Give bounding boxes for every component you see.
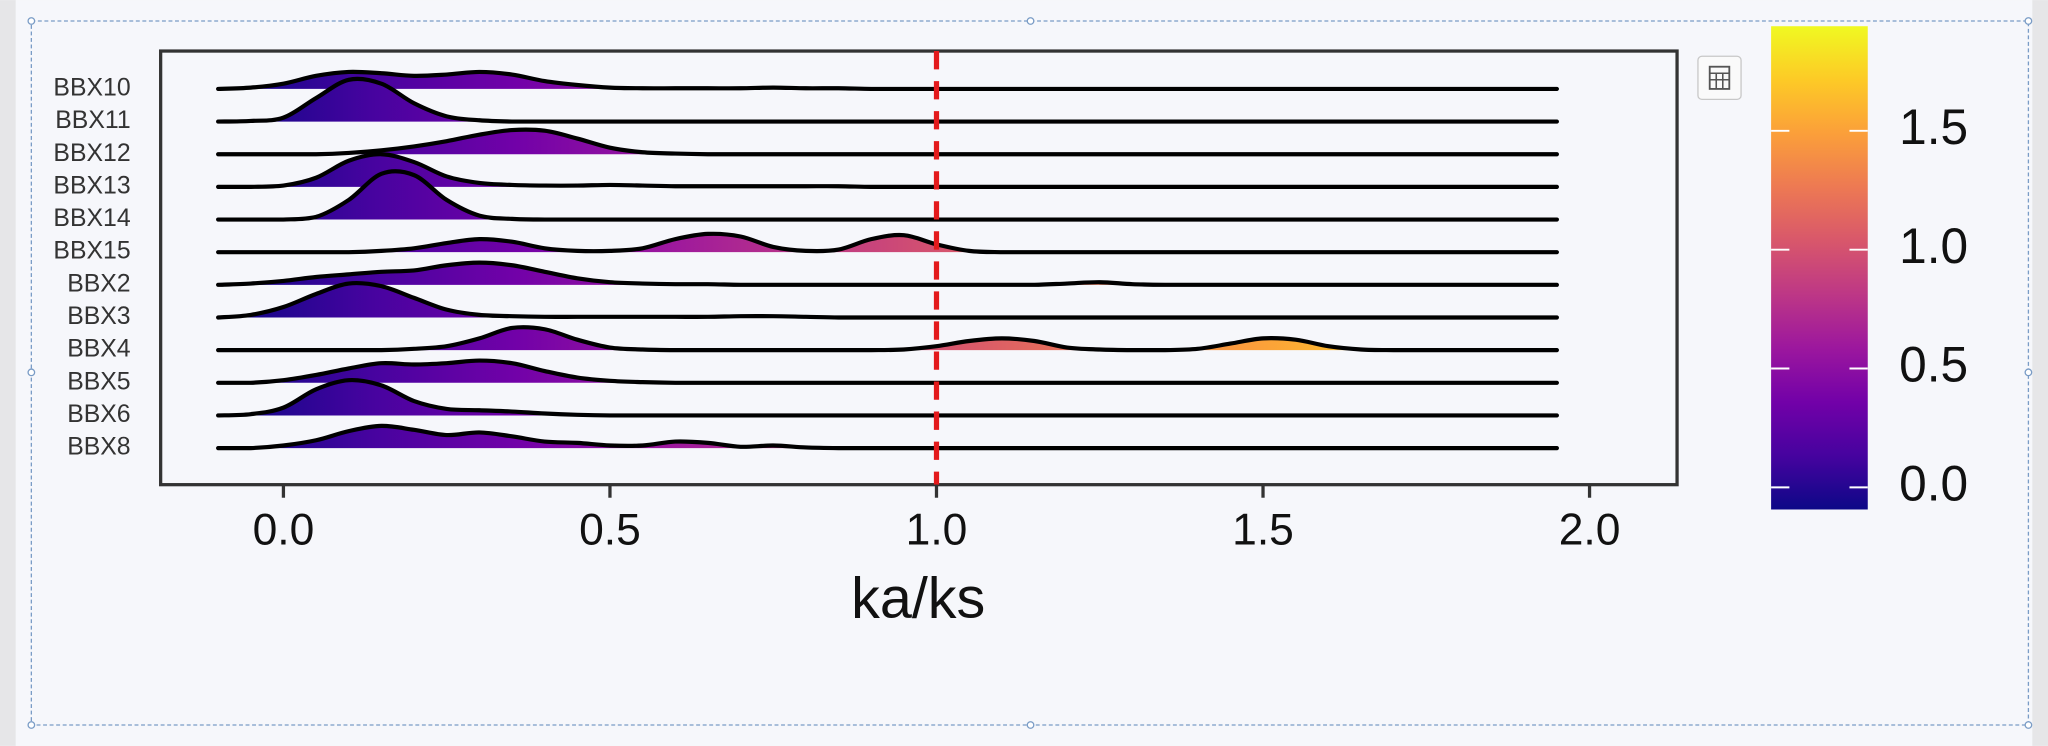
ridge-line [216, 325, 1559, 353]
ridge-line [216, 280, 1559, 320]
row-label: BBX10 [53, 74, 130, 101]
handle[interactable] [27, 17, 36, 25]
ridge-line [216, 231, 1559, 255]
handle[interactable] [2024, 721, 2033, 729]
handle[interactable] [2024, 368, 2033, 377]
handle[interactable] [1026, 17, 1035, 25]
right-panel-edge [2032, 0, 2048, 746]
ridge-area [218, 171, 1557, 220]
x-tick-label: 0.0 [253, 506, 315, 555]
colorbar-tick-label: 1.5 [1899, 99, 1968, 155]
ridge-line [216, 377, 1559, 418]
ridge-area [218, 283, 1557, 318]
handle[interactable] [27, 368, 36, 377]
ridges [216, 69, 1559, 451]
row-label: BBX15 [53, 238, 130, 265]
left-panel-edge [0, 0, 16, 746]
ridge-line [216, 69, 1559, 92]
ridge-line [216, 260, 1559, 287]
colorbar-tick-label: 0.5 [1899, 337, 1968, 393]
ridge-area [218, 154, 1557, 187]
x-tick-label: 1.0 [906, 506, 968, 555]
ridge-area [218, 71, 1557, 89]
row-label: BBX13 [53, 172, 130, 199]
x-tick-label: 2.0 [1559, 506, 1621, 555]
ridge-line [216, 423, 1559, 451]
handle[interactable] [27, 721, 36, 729]
row-label: BBX2 [67, 270, 130, 297]
ridge-area [218, 360, 1557, 383]
row-label: BBX5 [67, 368, 130, 395]
row-label: BBX8 [67, 434, 130, 461]
button-frame[interactable] [1697, 55, 1742, 101]
row-label: BBX6 [67, 401, 130, 428]
handle[interactable] [2024, 17, 2033, 25]
axes: BBX10 BBX11 BBX12 BBX13 BBX14 BBX15 BBX2 BBX3 BB… [53, 26, 1968, 555]
row-label: BBX11 [55, 107, 130, 134]
row-label: BBX12 [53, 140, 130, 167]
ridge-line [216, 358, 1559, 385]
ridge-line [216, 127, 1559, 157]
colorbar-tick-label: 1.0 [1899, 218, 1968, 274]
ridge-area [218, 233, 1557, 253]
x-tick-label: 1.5 [1232, 506, 1294, 555]
ridge-area [218, 380, 1557, 416]
handle[interactable] [1026, 721, 1035, 729]
ridge-line [216, 76, 1559, 124]
row-label: BBX14 [53, 205, 130, 232]
layout-options-button[interactable] [1697, 55, 1742, 101]
x-tick-label: 0.5 [579, 506, 641, 555]
x-axis-label: ka/ks [851, 566, 985, 630]
colorbar-tick-label: 0.0 [1899, 455, 1968, 511]
colorbar [1771, 26, 1868, 510]
selection-handles[interactable] [27, 17, 2033, 729]
ridge-line [216, 169, 1559, 222]
button-icon [1708, 65, 1731, 90]
row-label: BBX4 [67, 336, 131, 363]
ridge-line [216, 152, 1559, 189]
ridge-area [218, 129, 1557, 155]
row-label: BBX3 [67, 303, 130, 330]
ridge-area [218, 78, 1557, 122]
ridge-area [218, 262, 1557, 285]
